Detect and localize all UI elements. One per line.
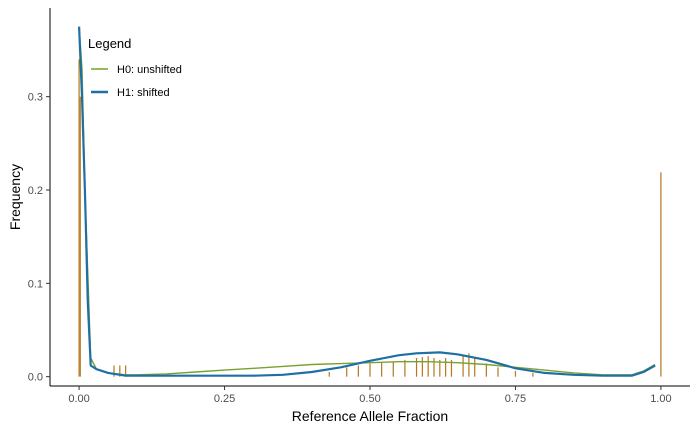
x-tick-label: 0.75 xyxy=(505,393,526,405)
series-h0-line xyxy=(78,26,656,376)
x-tick-label: 0.25 xyxy=(214,393,235,405)
y-axis-ticks: 0.0 0.1 0.2 0.3 xyxy=(28,92,50,384)
legend-label-h1: H1: shifted xyxy=(117,87,170,99)
x-axis-ticks: 0.00 0.25 0.50 0.75 1.00 xyxy=(68,386,672,405)
histogram-bars xyxy=(78,59,662,377)
y-tick-label: 0.0 xyxy=(28,372,43,384)
density-series xyxy=(78,26,656,377)
x-tick-label: 0.00 xyxy=(68,393,89,405)
legend-title: Legend xyxy=(88,36,131,51)
y-tick-label: 0.3 xyxy=(28,92,43,104)
series-h1-line xyxy=(78,26,656,377)
y-tick-label: 0.2 xyxy=(28,185,43,197)
legend: Legend H0: unshifted H1: shifted xyxy=(88,36,182,99)
x-tick-label: 0.50 xyxy=(359,393,380,405)
x-axis-title: Reference Allele Fraction xyxy=(292,408,448,424)
y-axis-title: Frequency xyxy=(7,164,23,230)
legend-label-h0: H0: unshifted xyxy=(117,64,182,76)
x-tick-label: 1.00 xyxy=(650,393,671,405)
y-tick-label: 0.1 xyxy=(28,278,43,290)
